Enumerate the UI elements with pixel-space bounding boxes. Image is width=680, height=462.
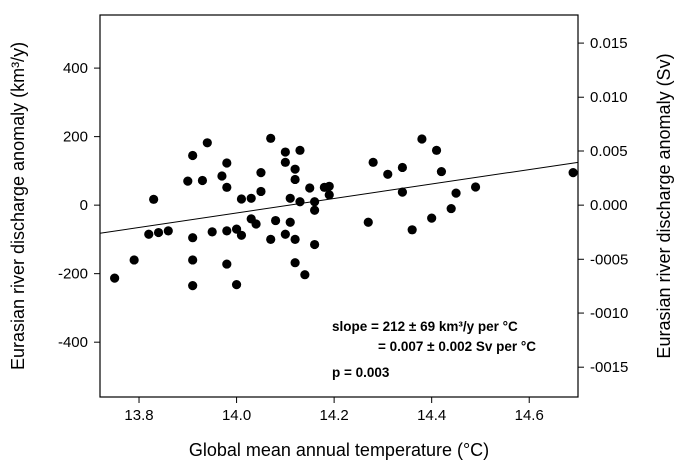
data-point (236, 230, 247, 240)
x-axis-ticks: 13.8 14.0 14.2 14.4 14.6 (124, 397, 544, 424)
data-point (222, 259, 232, 269)
x-tick-label: 14.4 (417, 407, 446, 424)
data-point (188, 233, 198, 243)
data-point (427, 213, 437, 223)
data-point (436, 166, 447, 177)
data-point (470, 182, 481, 192)
data-point (397, 162, 408, 173)
y-right-tick-label: 0.005 (590, 143, 628, 160)
data-point (153, 227, 164, 238)
data-point (295, 145, 305, 155)
y-axis-label-right: Eurasian river discharge anomaly (Sv) (654, 53, 674, 358)
y-right-tick-label: -0005 (590, 251, 628, 268)
data-point (197, 175, 208, 186)
p-value-annotation: p = 0.003 (332, 365, 390, 380)
data-point (295, 197, 305, 207)
data-point (446, 203, 456, 214)
data-point (285, 217, 295, 227)
data-point (324, 181, 334, 191)
y-right-tick-label: 0.015 (590, 35, 628, 52)
data-point (236, 194, 247, 204)
data-point (290, 234, 300, 245)
data-point (246, 193, 256, 203)
y-left-tick-label: 400 (63, 60, 88, 77)
data-point (110, 273, 120, 283)
y-right-tick-label: -0010 (590, 305, 628, 322)
data-point (310, 239, 320, 250)
data-point (300, 270, 310, 280)
data-point (266, 234, 276, 245)
regression-line (99, 161, 579, 234)
y-left-tick-label: -400 (58, 334, 88, 351)
data-point (285, 193, 295, 203)
data-point (183, 176, 193, 186)
data-point (363, 217, 373, 227)
slope-annotation-line2: = 0.007 ± 0.002 Sv per °C (378, 339, 536, 354)
data-point (368, 157, 378, 167)
y-right-tick-label: 0.010 (590, 89, 628, 106)
data-point (222, 182, 232, 192)
data-point (290, 258, 300, 268)
data-point (222, 158, 232, 168)
data-point (188, 150, 198, 161)
slope-annotation-line1: slope = 212 ± 69 km³/y per °C (332, 319, 518, 334)
data-point (149, 194, 159, 204)
x-tick-label: 13.8 (124, 407, 153, 424)
data-point (310, 205, 320, 215)
data-point (144, 229, 154, 239)
data-point (231, 280, 242, 290)
data-point (217, 171, 227, 181)
data-point (383, 169, 393, 179)
data-point (188, 255, 198, 265)
x-tick-label: 14.6 (515, 407, 544, 424)
data-point (280, 147, 290, 157)
data-point (280, 157, 290, 167)
y-right-tick-label: -0015 (590, 359, 628, 376)
data-point (431, 145, 442, 155)
data-point (207, 227, 217, 237)
y-axis-label-left: Eurasian river discharge anomaly (km³/y) (8, 42, 28, 370)
data-point (222, 226, 232, 236)
y-left-axis-ticks: 400 200 0 -200 -400 (58, 60, 100, 351)
data-point (290, 174, 300, 185)
x-axis-label: Global mean annual temperature (°C) (189, 440, 489, 460)
data-point (188, 281, 198, 291)
data-point (256, 167, 266, 178)
data-point (163, 226, 173, 236)
y-left-tick-label: 0 (80, 197, 88, 214)
data-point (266, 133, 276, 143)
y-left-tick-label: 200 (63, 129, 88, 146)
y-left-tick-label: -200 (58, 266, 88, 283)
data-point (256, 186, 266, 197)
x-tick-label: 14.0 (222, 407, 251, 424)
data-point (568, 167, 578, 178)
data-point (305, 183, 315, 193)
data-point (251, 219, 261, 229)
x-tick-label: 14.2 (320, 407, 349, 424)
data-point (407, 225, 417, 235)
data-point (417, 134, 427, 144)
plot-frame (99, 14, 579, 398)
data-point (324, 190, 334, 200)
data-point (451, 188, 461, 198)
data-point (280, 229, 290, 239)
data-point (129, 255, 139, 265)
data-point (202, 138, 212, 148)
data-point (290, 164, 300, 174)
data-point (270, 215, 281, 226)
y-right-tick-label: 0.000 (590, 197, 628, 214)
y-right-axis-ticks: 0.015 0.010 0.005 0.000 -0005 -0010 -0015 (578, 35, 628, 376)
data-point (310, 197, 320, 207)
data-point (231, 224, 242, 234)
data-points (110, 133, 578, 291)
data-point (397, 187, 408, 197)
